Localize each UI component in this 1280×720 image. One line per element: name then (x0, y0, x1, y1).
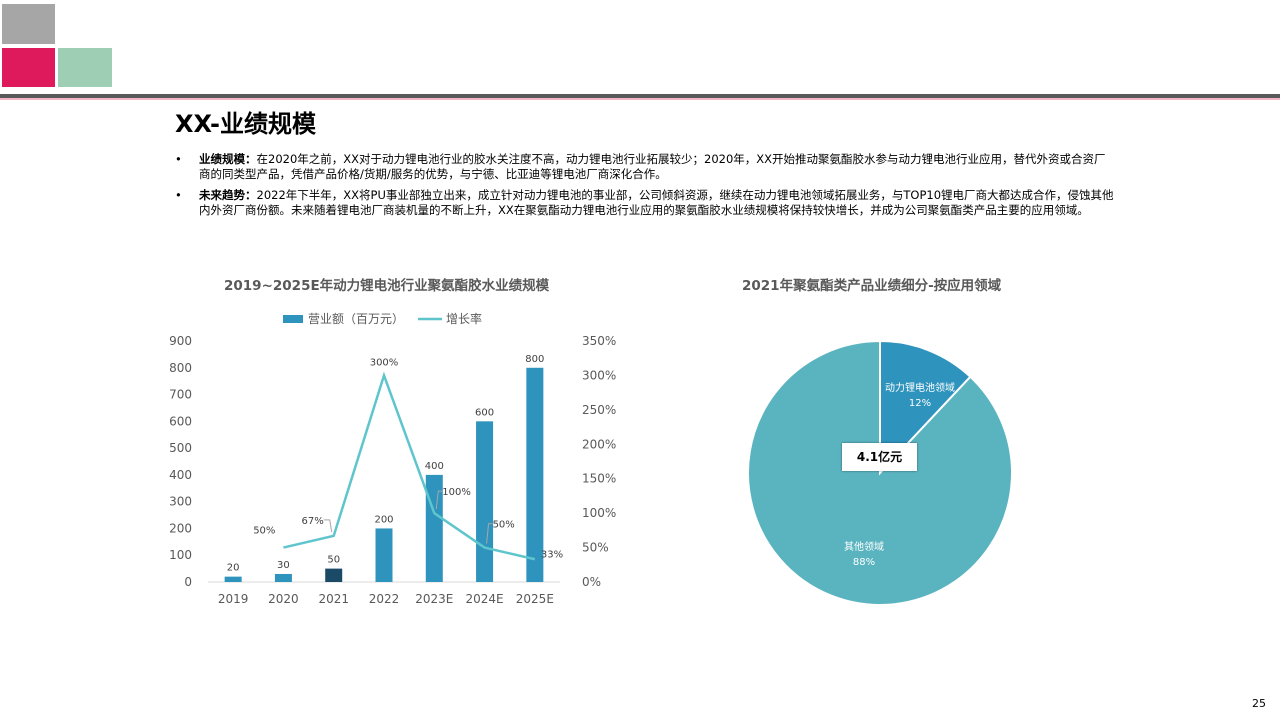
x-axis-tick-label: 2019 (218, 592, 249, 606)
bullet-label: 业绩规模： (199, 152, 257, 166)
bar-data-label: 50 (327, 555, 340, 566)
bar-data-label: 600 (475, 407, 494, 418)
y-axis-tick-label: 700 (169, 388, 192, 402)
y2-axis-tick-label: 50% (582, 541, 609, 555)
y2-axis-tick-label: 250% (582, 403, 616, 417)
line-label-leader (486, 523, 493, 544)
y2-axis-tick-label: 0% (582, 575, 601, 589)
legend-line-label: 增长率 (446, 311, 482, 326)
pie-slice-pct: 88% (853, 557, 875, 568)
bar-data-label: 20 (227, 563, 240, 574)
bullet-dot: • (175, 152, 182, 166)
bullet-item: • 业绩规模：在2020年之前，XX对于动力锂电池行业的胶水关注度不高，动力锂电… (175, 152, 1115, 182)
deco-square-magenta (2, 48, 55, 87)
pie-slice (879, 339, 972, 476)
line-data-label: 50% (253, 526, 275, 537)
y-axis-tick-label: 400 (169, 468, 192, 482)
x-axis-tick-label: 2024E (466, 592, 504, 606)
y2-axis-tick-label: 350% (582, 334, 616, 348)
line-label-leader (435, 490, 443, 510)
x-axis-tick-label: 2022 (369, 592, 400, 606)
bullet-label: 未来趋势： (199, 188, 257, 202)
bar (526, 367, 544, 582)
bullet-text: 2022年下半年，XX将PU事业部独立出来，成立针对动力锂电池的事业部，公司倾斜… (199, 188, 1114, 217)
y2-axis-tick-label: 200% (582, 437, 616, 451)
legend-bar-label: 营业额（百万元） (308, 312, 404, 326)
bar (224, 576, 242, 582)
y2-axis-tick-label: 150% (582, 472, 616, 486)
bar-data-label: 200 (374, 514, 393, 525)
pie-chart-title: 2021年聚氨酯类产品业绩细分-按应用领域 (742, 278, 1002, 294)
growth-rate-line (283, 371, 536, 561)
deco-square-mint (58, 48, 112, 87)
line-label-leader (323, 519, 333, 532)
y-axis-tick-label: 100 (169, 548, 192, 562)
pie-slice (747, 339, 1013, 606)
bar (476, 421, 494, 582)
bullet-list: • 业绩规模：在2020年之前，XX对于动力锂电池行业的胶水关注度不高，动力锂电… (175, 152, 1115, 224)
y-axis-tick-label: 300 (169, 495, 192, 509)
pie-slice-label: 其他领域 (844, 540, 884, 553)
y-axis-tick-label: 800 (169, 361, 192, 375)
bar-chart-title: 2019~2025E年动力锂电池行业聚氨酯胶水业绩规模 (224, 278, 550, 294)
bar (325, 568, 343, 582)
legend-bar-swatch (283, 315, 303, 323)
bar-data-label: 800 (525, 354, 544, 365)
y2-axis-tick-label: 300% (582, 368, 616, 382)
bar (274, 573, 292, 582)
x-axis-tick-label: 2025E (516, 592, 554, 606)
page-title: XX-业绩规模 (175, 110, 317, 138)
x-axis-tick-label: 2020 (268, 592, 299, 606)
bar-data-label: 30 (277, 560, 290, 571)
y-axis-tick-label: 500 (169, 441, 192, 455)
bullet-text: 在2020年之前，XX对于动力锂电池行业的胶水关注度不高，动力锂电池行业拓展较少… (199, 152, 1106, 181)
line-data-label: 67% (301, 516, 323, 527)
header-divider-accent (0, 98, 1280, 100)
x-axis-tick-label: 2023E (415, 592, 453, 606)
pie-slice-pct: 12% (909, 398, 931, 409)
y-axis-tick-label: 900 (169, 334, 192, 348)
bullet-dot: • (175, 188, 182, 202)
y-axis-tick-label: 600 (169, 414, 192, 428)
y2-axis-tick-label: 100% (582, 506, 616, 520)
bar-data-label: 400 (425, 461, 444, 472)
line-data-label: 50% (493, 520, 515, 531)
y-axis-tick-label: 200 (169, 521, 192, 535)
header-divider (0, 94, 1280, 98)
deco-square-gray (2, 4, 55, 44)
pie-center-callout: 4.1亿元 (842, 443, 917, 471)
page-number: 25 (1252, 697, 1266, 710)
bar (375, 528, 393, 582)
line-data-label: 100% (442, 487, 471, 498)
x-axis-tick-label: 2021 (318, 592, 349, 606)
y-axis-tick-label: 0 (184, 575, 192, 589)
line-data-label: 300% (370, 357, 399, 368)
bullet-item: • 未来趋势：2022年下半年，XX将PU事业部独立出来，成立针对动力锂电池的事… (175, 188, 1115, 218)
line-data-label: 33% (541, 549, 563, 560)
pie-slice-label: 动力锂电池领域 (885, 381, 955, 394)
